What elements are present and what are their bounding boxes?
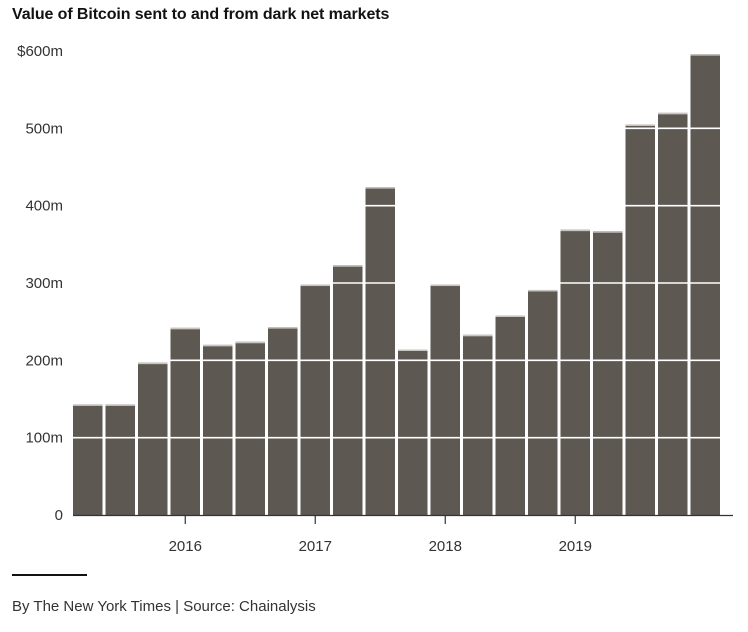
gridlines-group: [73, 50, 723, 439]
bar-cap-17: [593, 231, 623, 233]
y-tick-label: 200m: [25, 352, 63, 369]
chart-title: Value of Bitcoin sent to and from dark n…: [12, 6, 390, 23]
bar-6: [235, 341, 265, 515]
bars-group: [73, 54, 720, 516]
y-tick-label: $600m: [17, 43, 63, 60]
bar-4: [170, 327, 200, 515]
bar-cap-3: [138, 362, 168, 365]
bar-19: [658, 112, 688, 515]
bar-cap-2: [105, 404, 135, 406]
bar-10: [365, 187, 395, 515]
bar-20: [690, 54, 720, 516]
bar-12: [430, 284, 460, 515]
y-tick-label: 400m: [25, 198, 63, 215]
x-tick-label: 2016: [169, 538, 202, 555]
bar-13: [463, 334, 493, 515]
bar-cap-8: [300, 284, 330, 287]
bar-cap-4: [170, 327, 200, 330]
bar-cap-19: [658, 112, 688, 115]
bar-14: [495, 315, 525, 515]
bar-7: [268, 327, 298, 515]
y-tick-label: 0: [55, 507, 63, 524]
bar-cap-1: [73, 404, 103, 406]
x-tick-label: 2017: [299, 538, 332, 555]
source-credit: By The New York Times | Source: Chainaly…: [12, 598, 316, 615]
y-tick-label: 100m: [25, 430, 63, 447]
bar-17: [593, 231, 623, 516]
bar-cap-16: [560, 229, 590, 232]
y-tick-label: 300m: [25, 275, 63, 292]
x-axis: 2016 2017 2018 2019: [169, 515, 592, 555]
bar-3: [138, 362, 168, 515]
bar-15: [528, 289, 558, 515]
bar-cap-20: [690, 54, 720, 56]
footer-rule: [12, 574, 87, 576]
bar-16: [560, 229, 590, 515]
bar-cap-14: [495, 315, 525, 317]
bar-9: [333, 265, 363, 515]
bar-cap-10: [365, 187, 395, 189]
x-tick-label: 2018: [429, 538, 462, 555]
bar-18: [625, 124, 655, 515]
y-axis: 0 100m 200m 300m 400m 500m $600m: [17, 43, 63, 524]
bar-1: [73, 404, 103, 515]
bar-cap-7: [268, 327, 298, 329]
bar-cap-13: [463, 334, 493, 337]
bar-cap-6: [235, 341, 265, 344]
bar-cap-11: [398, 349, 428, 352]
bar-5: [203, 344, 233, 515]
bar-cap-15: [528, 289, 558, 292]
bar-cap-18: [625, 124, 655, 126]
bar-2: [105, 404, 135, 515]
x-tick-label: 2019: [559, 538, 592, 555]
bar-8: [300, 284, 330, 515]
bar-cap-12: [430, 284, 460, 287]
bar-11: [398, 349, 428, 515]
y-tick-label: 500m: [25, 120, 63, 137]
bar-cap-9: [333, 265, 363, 267]
bar-cap-5: [203, 344, 233, 347]
